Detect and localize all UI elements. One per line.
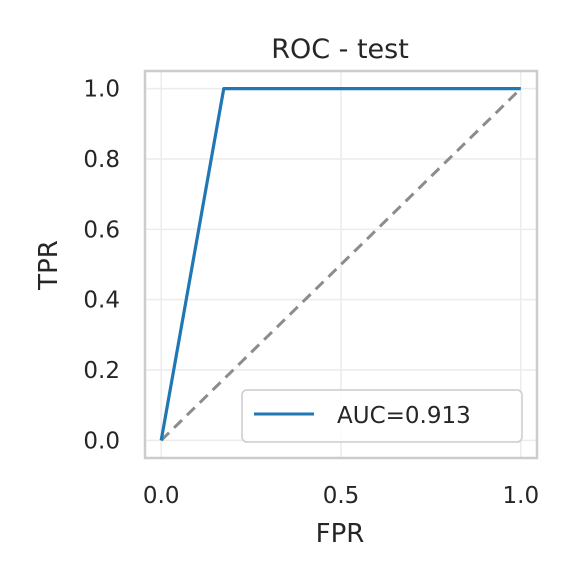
y-tick-label: 0.6	[83, 217, 120, 243]
x-tick-label: 1.0	[503, 483, 540, 509]
y-tick-labels: 0.0 0.2 0.4 0.6 0.8 1.0	[83, 77, 120, 455]
roc-curve-line	[159, 86, 521, 441]
y-tick-label: 1.0	[83, 77, 120, 103]
x-axis-label: FPR	[316, 519, 365, 549]
y-axis-label: TPR	[34, 240, 64, 291]
legend: AUC=0.913	[241, 389, 523, 443]
chart-title: ROC - test	[271, 34, 409, 65]
reference-line-layer	[160, 87, 522, 442]
x-tick-label: 0.0	[143, 483, 180, 509]
chance-diagonal-line	[160, 87, 522, 442]
y-tick-label: 0.2	[83, 358, 120, 384]
y-tick-label: 0.4	[83, 288, 120, 314]
legend-box	[241, 389, 523, 443]
x-tick-label: 0.5	[323, 483, 360, 509]
x-tick-labels: 0.0 0.5 1.0	[143, 483, 539, 509]
y-tick-label: 0.0	[83, 428, 120, 454]
legend-label: AUC=0.913	[337, 403, 471, 429]
y-tick-label: 0.8	[83, 147, 120, 173]
plot-frame	[143, 69, 539, 460]
series-layer	[159, 86, 521, 441]
